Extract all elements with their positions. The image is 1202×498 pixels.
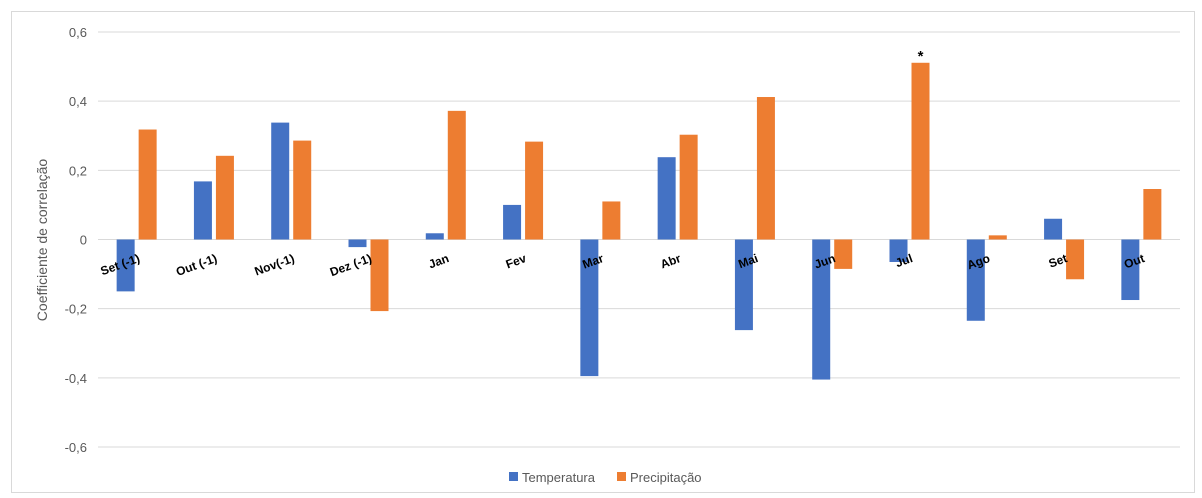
bar-precipitacao <box>911 62 930 240</box>
y-tick-label: -0,2 <box>65 302 87 317</box>
bar-precipitacao <box>447 110 466 240</box>
bar-temperatura <box>193 181 212 240</box>
annotations: * <box>918 48 924 65</box>
bar-precipitacao <box>834 239 853 269</box>
bar-temperatura <box>657 157 676 240</box>
y-tick-label: -0,6 <box>65 440 87 455</box>
bar-temperatura <box>812 239 831 380</box>
y-tick-label: -0,4 <box>65 371 87 386</box>
bar-precipitacao <box>1066 239 1085 280</box>
category-label: Jul <box>893 251 914 270</box>
bar-precipitacao <box>138 129 157 240</box>
category-label: Mar <box>581 251 606 272</box>
category-label: Nov(-1) <box>253 251 297 278</box>
bar-precipitacao <box>215 155 234 240</box>
bar-temperatura <box>1121 239 1140 301</box>
legend: Temperatura Precipitação <box>509 470 702 485</box>
y-tick-label: 0,4 <box>69 94 87 109</box>
category-label: Mai <box>736 251 760 271</box>
bar-precipitacao <box>293 140 312 240</box>
legend-swatch <box>617 472 626 481</box>
category-label: Jan <box>427 251 451 271</box>
y-axis-ticks: 0,6 0,4 0,2 0 -0,2 -0,4 -0,6 <box>65 25 87 455</box>
bar-temperatura <box>116 239 135 292</box>
significance-marker: * <box>918 48 924 65</box>
y-axis-label: Coefficiente de correlação <box>34 159 50 322</box>
legend-label: Temperatura <box>522 470 596 485</box>
bar-temperatura <box>734 239 753 331</box>
category-label: Out (-1) <box>174 251 219 279</box>
bar-temperatura <box>966 239 985 321</box>
bar-precipitacao <box>602 201 621 240</box>
bars <box>116 62 1162 380</box>
bar-temperatura <box>889 239 908 262</box>
bar-precipitacao <box>370 239 389 312</box>
bar-precipitacao <box>988 235 1007 240</box>
category-label: Jun <box>812 251 837 271</box>
bar-temperatura <box>271 122 290 240</box>
category-label: Fev <box>504 251 529 271</box>
bar-precipitacao <box>756 97 775 240</box>
category-label: Dez (-1) <box>328 251 374 279</box>
bar-precipitacao <box>679 134 698 240</box>
category-labels: Set (-1) Out (-1) Nov(-1) Dez (-1) Jan Fev Mar… <box>99 251 1147 279</box>
bar-temperatura <box>580 239 599 377</box>
y-tick-label: 0,6 <box>69 25 87 40</box>
gridlines <box>98 31 1180 448</box>
bar-temperatura <box>1044 218 1063 240</box>
bar-temperatura <box>348 239 367 248</box>
bar-precipitacao <box>525 141 544 240</box>
chart-frame <box>11 11 1195 493</box>
bar-precipitacao <box>1143 189 1162 240</box>
category-label: Abr <box>658 251 683 271</box>
y-tick-label: 0 <box>80 233 87 248</box>
bar-temperatura <box>425 233 444 240</box>
legend-swatch <box>509 472 518 481</box>
legend-label: Precipitação <box>630 470 702 485</box>
category-label: Out <box>1122 251 1146 271</box>
y-tick-label: 0,2 <box>69 163 87 178</box>
category-label: Set <box>1047 251 1069 271</box>
bar-temperatura <box>503 204 522 240</box>
